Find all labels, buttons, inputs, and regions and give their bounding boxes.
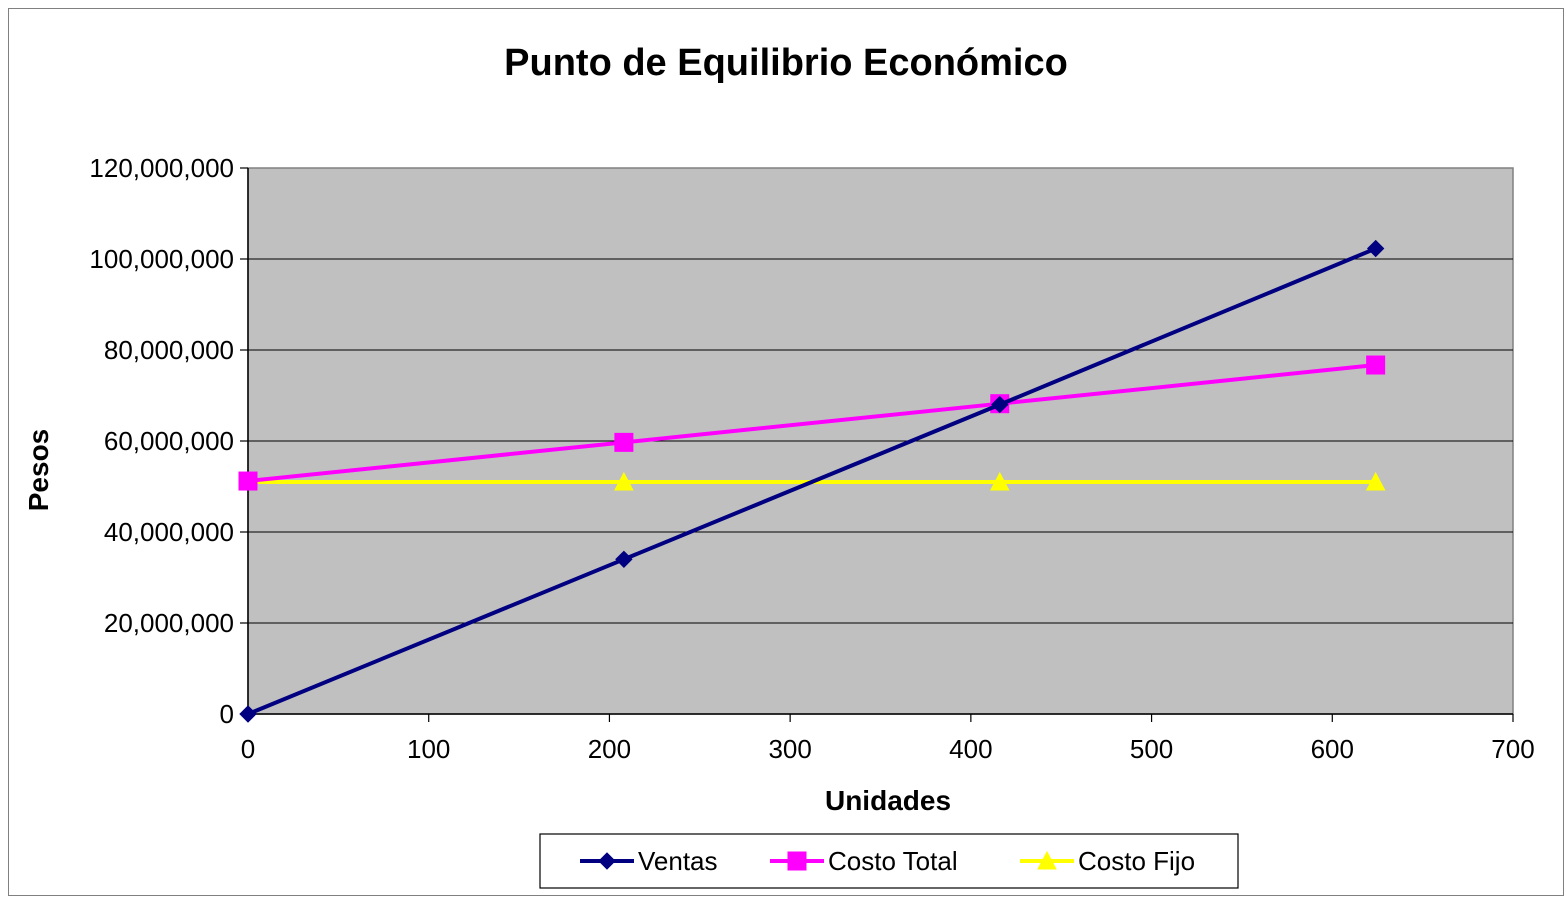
data-point-costo-total (238, 471, 258, 491)
x-tick-label: 200 (588, 734, 631, 764)
x-tick-label: 700 (1491, 734, 1534, 764)
gridlines (248, 258, 1513, 624)
y-tick-label: 0 (220, 699, 234, 729)
y-tick-labels: 0 20,000,000 40,000,000 60,000,000 80,000,00… (89, 153, 234, 729)
legend-box (539, 833, 1239, 889)
y-tick-label: 60,000,000 (104, 426, 234, 456)
legend-item-costo-total: Costo Total (770, 846, 958, 876)
series-line-costo-total (247, 363, 1376, 484)
data-point-costo-fijo (614, 471, 634, 491)
y-tick-label: 100,000,000 (89, 244, 234, 274)
legend-item-costo-fijo: Costo Fijo (1020, 846, 1195, 876)
series-line-ventas (247, 246, 1377, 716)
y-tick-label: 20,000,000 (104, 608, 234, 638)
y-tick-label: 80,000,000 (104, 335, 234, 365)
y-tick-label: 40,000,000 (104, 517, 234, 547)
data-point-ventas (991, 395, 1009, 414)
legend: Ventas Costo Total Costo Fijo (539, 833, 1239, 889)
legend-label-costo-fijo: Costo Fijo (1078, 846, 1195, 876)
x-tick-labels: 0 100 200 300 400 500 600 700 (241, 734, 1535, 764)
x-tick-label: 500 (1130, 734, 1173, 764)
y-axis-title: Pesos (23, 429, 54, 512)
x-tick-label: 300 (768, 734, 811, 764)
chart-title: Punto de Equilibrio Económico (504, 42, 1068, 84)
x-tick-label: 100 (407, 734, 450, 764)
data-point-ventas (239, 705, 257, 723)
y-tick-label: 120,000,000 (89, 153, 234, 183)
data-point-ventas (1366, 239, 1385, 258)
legend-label-costo-total: Costo Total (828, 846, 958, 876)
legend-label-ventas: Ventas (638, 846, 718, 876)
x-tick-label: 600 (1311, 734, 1354, 764)
series-layer (238, 239, 1386, 723)
data-point-ventas (615, 550, 633, 569)
x-axis-title: Unidades (825, 785, 951, 816)
legend-marker-costo-fijo (1037, 850, 1057, 870)
data-point-costo-fijo (1365, 471, 1386, 491)
legend-marker-costo-total (787, 851, 807, 871)
x-tick-label: 0 (241, 734, 255, 764)
series-ventas (239, 239, 1385, 723)
legend-item-ventas: Ventas (580, 846, 718, 876)
legend-marker-ventas (598, 852, 616, 870)
x-tick-label: 400 (949, 734, 992, 764)
data-point-costo-fijo (989, 471, 1010, 491)
data-point-costo-total (1366, 355, 1386, 375)
data-point-costo-total (614, 432, 634, 452)
